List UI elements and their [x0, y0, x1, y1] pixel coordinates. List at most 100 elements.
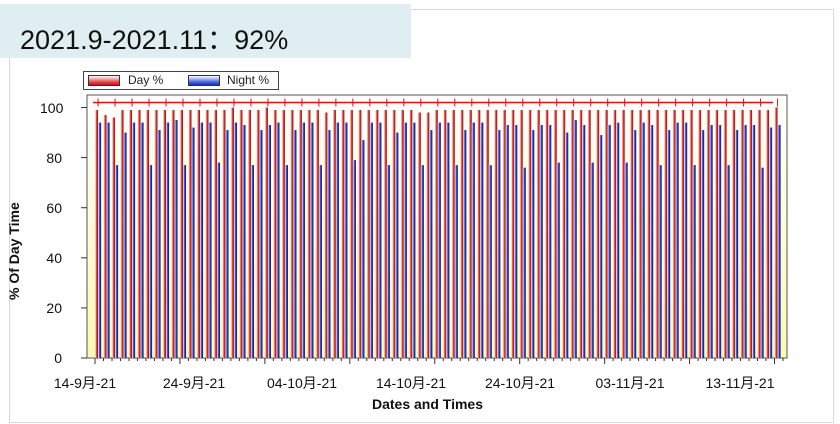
bar-night — [607, 125, 611, 358]
bar-night — [233, 122, 238, 358]
bar-night — [115, 165, 119, 358]
bar-day — [596, 110, 600, 359]
bar-night — [429, 130, 433, 358]
bar-day — [468, 110, 472, 359]
bar-day — [562, 110, 566, 359]
bar-day — [766, 110, 770, 359]
bar-night — [403, 122, 407, 358]
bar-day — [545, 110, 549, 359]
bar-night — [650, 125, 654, 358]
bar-night — [225, 130, 229, 358]
bar-night — [216, 162, 221, 358]
bar-night — [378, 122, 382, 358]
bar-night — [335, 122, 339, 358]
y-tick-label: 60 — [46, 200, 62, 216]
legend-night-label: Night % — [227, 73, 270, 87]
bar-day — [681, 110, 685, 359]
bar-day — [256, 110, 260, 359]
bar-night — [98, 122, 102, 358]
x-tick-label: 24-10月-21 — [484, 375, 556, 391]
bar-day — [120, 110, 124, 359]
bar-day — [664, 110, 668, 359]
legend-day-label: Day % — [128, 73, 164, 87]
bar-day — [375, 110, 379, 359]
bar-day — [519, 110, 523, 359]
bar-night — [318, 165, 322, 358]
bar-day — [655, 110, 659, 359]
bar-day — [392, 110, 396, 359]
bar-day — [332, 110, 336, 359]
bar-night — [548, 125, 552, 358]
x-tick-label: 14-9月-21 — [53, 375, 117, 391]
chart-legend: Day % Night % — [83, 71, 279, 90]
bar-night — [709, 125, 713, 358]
y-tick-label: 0 — [54, 350, 62, 366]
bar-night — [149, 165, 153, 358]
bar-night — [718, 125, 722, 358]
bar-night — [726, 165, 730, 358]
bar-day — [205, 110, 209, 359]
x-tick-label: 04-10月-21 — [266, 375, 338, 391]
bar-night — [301, 122, 305, 358]
bar-night — [658, 165, 662, 358]
bar-day — [511, 110, 515, 359]
bar-night — [531, 130, 535, 358]
bar-day — [434, 110, 438, 359]
bar-day — [196, 110, 200, 359]
x-tick-label: 03-11月-21 — [595, 375, 665, 391]
bar-night — [191, 127, 195, 358]
bar-night — [633, 130, 637, 358]
y-axis-label: % Of Day Time — [6, 202, 22, 300]
bar-day — [630, 110, 634, 359]
bar-day — [621, 110, 625, 359]
bar-day — [443, 110, 447, 359]
bar-night — [386, 165, 390, 358]
bar-night — [505, 125, 509, 358]
bar-night — [293, 130, 297, 358]
bar-night — [624, 162, 628, 358]
bar-day — [179, 110, 183, 359]
bar-day — [723, 110, 727, 359]
bar-day — [774, 107, 778, 359]
bar-day — [426, 112, 430, 359]
bar-day — [477, 110, 481, 359]
bar-night — [573, 120, 577, 358]
bar-day — [757, 110, 761, 359]
bar-day — [171, 110, 175, 359]
y-tick-label: 80 — [46, 150, 62, 166]
bar-day — [528, 110, 532, 359]
bar-night — [480, 122, 484, 358]
bar-night — [590, 162, 594, 358]
bar-night — [344, 122, 348, 358]
bar-day — [672, 110, 676, 359]
bar-night — [310, 122, 314, 358]
bar-night — [497, 130, 501, 358]
bar-day — [698, 110, 702, 359]
bar-day — [409, 110, 413, 359]
bar-night — [267, 125, 271, 358]
bar-night — [259, 130, 263, 358]
bar-day — [647, 110, 651, 359]
bar-night — [769, 127, 773, 358]
y-tick-label: 100 — [40, 100, 64, 116]
bar-night — [352, 160, 356, 358]
bar-night — [132, 122, 136, 358]
bar-day — [587, 110, 591, 359]
bar-night — [667, 130, 671, 358]
bar-day — [111, 117, 116, 359]
bar-night — [369, 122, 373, 358]
bar-day — [451, 110, 455, 359]
bar-day — [358, 110, 362, 359]
x-tick-label: 24-9月-21 — [162, 375, 226, 391]
bar-day — [188, 110, 192, 359]
bar-day — [502, 110, 506, 359]
bar-night — [174, 120, 178, 358]
bar-day — [145, 110, 150, 359]
bar-night — [616, 122, 620, 358]
bar-night — [743, 125, 747, 358]
bar-day — [706, 110, 710, 359]
bar-day — [536, 110, 540, 359]
x-tick-label: 13-11月-21 — [705, 375, 775, 391]
bar-day — [417, 112, 421, 359]
